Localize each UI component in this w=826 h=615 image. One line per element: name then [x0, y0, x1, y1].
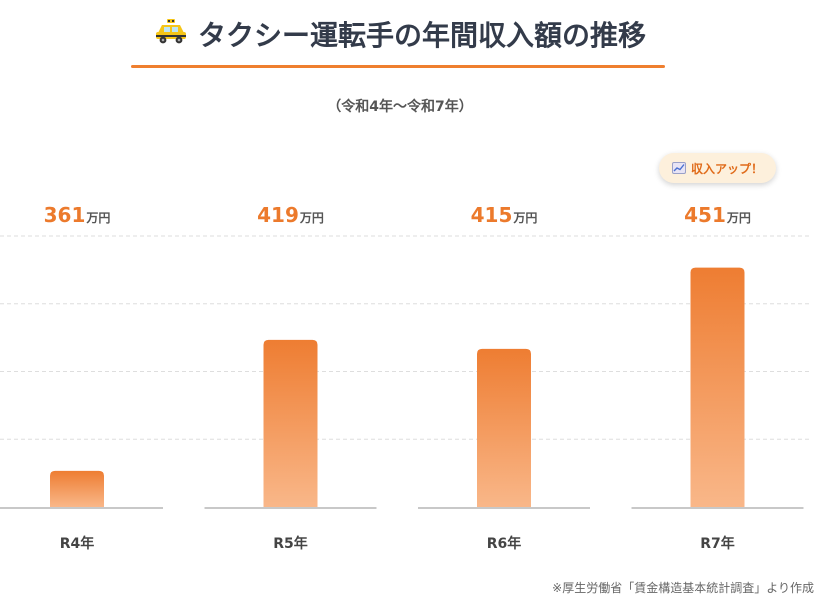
bars [50, 267, 745, 507]
value-number: 451 [684, 203, 726, 227]
value-number: 361 [44, 203, 86, 227]
bar-3 [477, 348, 531, 507]
source-footnote: ※厚生労働省「賃金構造基本統計調査」より作成 [552, 581, 814, 595]
value-number: 419 [257, 203, 299, 227]
value-unit: 万円 [726, 211, 751, 225]
increase-badge: 収入アップ！ [659, 153, 776, 183]
bar-1 [50, 470, 104, 507]
value-unit: 万円 [85, 211, 110, 225]
bar-2 [263, 339, 318, 507]
page-title: タクシー運転手の年間収入額の推移 [154, 14, 646, 54]
title-text: タクシー運転手の年間収入額の推移 [197, 19, 646, 52]
subtitle: （令和4年〜令和7年） [327, 99, 473, 115]
category-label: R7年 [700, 535, 735, 552]
value-label: 419万円 [257, 203, 324, 227]
badge-text: 収入アップ！ [690, 161, 763, 176]
value-label: 415万円 [471, 203, 538, 227]
category-label: R4年 [60, 535, 95, 552]
value-unit: 万円 [512, 211, 537, 225]
bar-4 [690, 267, 745, 507]
title-underline [131, 65, 665, 68]
value-label: 451万円 [684, 203, 751, 227]
value-label: 361万円 [44, 203, 111, 227]
chart-up-icon [671, 162, 686, 174]
value-unit: 万円 [299, 211, 324, 225]
title-area: タクシー運転手の年間収入額の推移 [0, 14, 800, 54]
gridlines [0, 235, 812, 509]
taxi-icon [154, 17, 188, 52]
category-label: R6年 [487, 535, 522, 552]
category-label: R5年 [273, 535, 308, 552]
value-number: 415 [471, 203, 513, 227]
